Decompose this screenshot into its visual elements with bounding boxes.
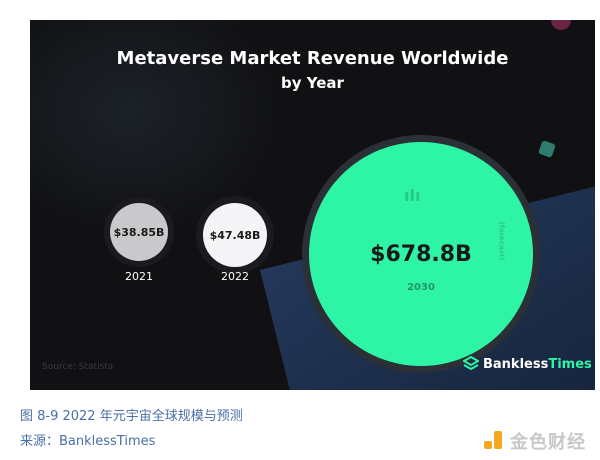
decor-dot <box>551 20 571 30</box>
figure-caption: 图 8-9 2022 年元宇宙全球规模与预测 <box>20 409 243 424</box>
brand-name-right: Times <box>548 356 592 372</box>
bankless-logo-icon <box>463 356 479 371</box>
bubble-2022: $47.48B <box>203 203 267 267</box>
jinse-logo-icon <box>484 431 504 451</box>
year-label-2021: 2021 <box>125 270 153 283</box>
chart-subtitle: by Year <box>281 74 344 92</box>
watermark-text: 金色财经 <box>510 432 586 453</box>
brand-name-left: Bankless <box>483 356 549 372</box>
brand-logo: Bankless Times <box>463 356 592 372</box>
forecast-note: (forecast) <box>497 221 506 261</box>
decor-cube <box>538 140 556 158</box>
year-label-2022: 2022 <box>221 270 249 283</box>
bubble-2021: $38.85B <box>110 203 168 261</box>
bubble-2030-value: $678.8B <box>370 241 472 267</box>
chart-title: Metaverse Market Revenue Worldwide <box>116 48 509 69</box>
watermark: 金色财经 <box>484 428 586 454</box>
source-note: Source: Statista <box>42 362 114 372</box>
chart-logo-icon: ılı <box>404 186 421 205</box>
year-label-2030: 2030 <box>407 282 435 293</box>
infographic-panel: Metaverse Market Revenue Worldwide by Ye… <box>30 20 595 390</box>
bubble-2030: ılı $678.8B (forecast) 2030 <box>309 142 533 366</box>
figure-source: 来源：BanklessTimes <box>20 434 156 449</box>
